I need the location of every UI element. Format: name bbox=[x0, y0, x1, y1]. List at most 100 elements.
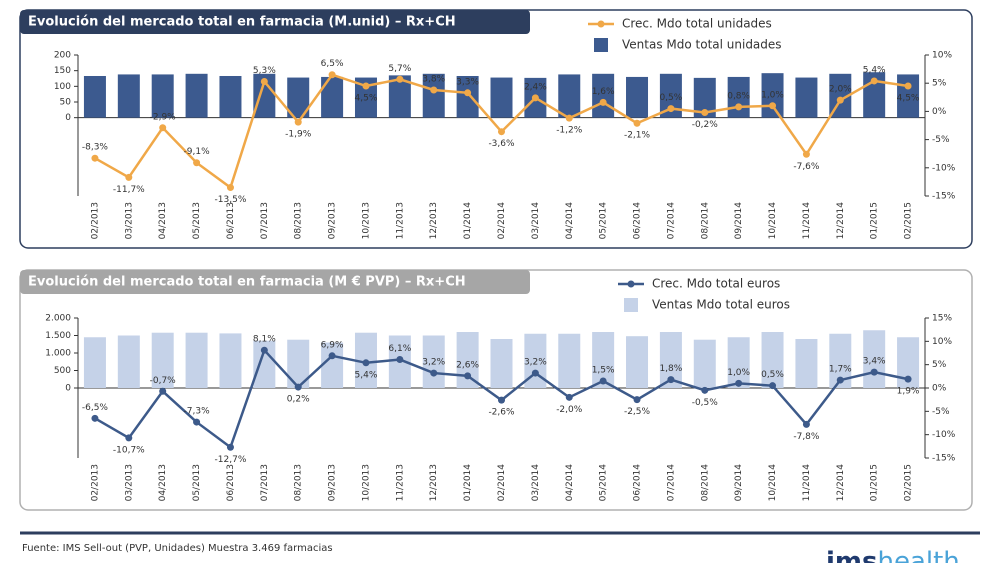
marker bbox=[226, 443, 234, 451]
legend-label: Crec. Mdo total euros bbox=[652, 277, 780, 291]
chart-title: Evolución del mercado total en farmacia … bbox=[28, 15, 456, 30]
marker bbox=[870, 77, 878, 85]
legend-label: Ventas Mdo total euros bbox=[652, 298, 790, 312]
data-label: -0,7% bbox=[150, 376, 177, 386]
bar bbox=[422, 73, 445, 118]
data-label: -9,1% bbox=[184, 147, 211, 157]
y2-tick-label: -5% bbox=[932, 407, 950, 417]
bar bbox=[693, 339, 716, 388]
bar bbox=[354, 77, 377, 118]
data-label: 3,8% bbox=[422, 74, 445, 84]
data-label: 1,9% bbox=[897, 387, 920, 397]
x-tick-label: 02/2013 bbox=[90, 202, 100, 239]
bar bbox=[422, 335, 445, 388]
marker bbox=[464, 372, 472, 380]
x-tick-label: 08/2014 bbox=[700, 202, 710, 240]
data-label: 5,4% bbox=[355, 370, 378, 380]
x-tick-label: 04/2013 bbox=[158, 464, 168, 501]
data-label: 6,9% bbox=[321, 340, 344, 350]
y2-tick-label: 10% bbox=[932, 337, 952, 347]
data-label: -13,5% bbox=[215, 195, 247, 205]
marker bbox=[599, 98, 607, 106]
data-label: 0,8% bbox=[727, 91, 750, 101]
data-label: 1,7% bbox=[829, 365, 852, 375]
bar bbox=[253, 340, 276, 388]
data-label: 3,3% bbox=[456, 77, 479, 87]
data-label: -2,5% bbox=[624, 407, 651, 417]
bar bbox=[456, 332, 479, 388]
marker bbox=[769, 102, 777, 110]
data-label: -11,7% bbox=[113, 185, 145, 195]
x-tick-label: 06/2014 bbox=[633, 202, 643, 240]
x-tick-label: 11/2013 bbox=[395, 202, 405, 239]
legend-swatch bbox=[594, 38, 608, 52]
marker bbox=[836, 96, 844, 104]
data-label: -1,9% bbox=[285, 130, 312, 140]
bar bbox=[117, 335, 140, 388]
data-label: 5,3% bbox=[253, 66, 276, 76]
x-tick-label: 06/2013 bbox=[226, 464, 236, 501]
x-tick-label: 02/2013 bbox=[90, 464, 100, 501]
marker bbox=[362, 359, 370, 367]
marker bbox=[328, 71, 336, 79]
y2-tick-label: -10% bbox=[932, 430, 956, 440]
bar bbox=[321, 76, 344, 118]
x-tick-label: 04/2014 bbox=[565, 202, 575, 240]
marker bbox=[362, 82, 370, 90]
marker bbox=[904, 375, 912, 383]
marker bbox=[904, 82, 912, 90]
data-label: 0,2% bbox=[287, 395, 310, 405]
marker bbox=[498, 396, 505, 404]
x-tick-label: 11/2014 bbox=[802, 464, 812, 502]
data-label: -10,7% bbox=[113, 445, 145, 455]
marker bbox=[260, 346, 268, 354]
x-tick-label: 01/2014 bbox=[463, 202, 473, 240]
y-tick-label: 50 bbox=[60, 98, 72, 108]
x-tick-label: 09/2014 bbox=[734, 202, 744, 240]
marker bbox=[430, 86, 438, 94]
bar bbox=[287, 77, 310, 118]
y2-tick-label: -10% bbox=[932, 163, 956, 173]
data-label: -1,2% bbox=[556, 126, 583, 136]
data-label: 6,1% bbox=[388, 344, 411, 354]
data-label: 8,1% bbox=[253, 335, 276, 345]
bar bbox=[287, 339, 310, 388]
x-tick-label: 09/2014 bbox=[734, 464, 744, 502]
x-tick-label: 03/2013 bbox=[124, 202, 134, 239]
bar bbox=[321, 342, 344, 388]
marker bbox=[159, 387, 167, 395]
data-label: -6,5% bbox=[82, 403, 109, 413]
marker bbox=[396, 356, 404, 364]
x-tick-label: 07/2013 bbox=[260, 464, 270, 501]
x-tick-label: 02/2014 bbox=[497, 464, 507, 502]
bar bbox=[693, 77, 716, 118]
logo-light: health bbox=[877, 547, 959, 563]
legend-marker bbox=[597, 20, 605, 28]
bar bbox=[83, 337, 106, 388]
marker bbox=[667, 105, 675, 113]
y-tick-label: 1.500 bbox=[45, 331, 71, 341]
data-label: -2,9% bbox=[150, 112, 177, 122]
y2-tick-label: 10% bbox=[932, 51, 952, 61]
marker bbox=[802, 420, 810, 428]
y-tick-label: 150 bbox=[54, 66, 71, 76]
bar bbox=[151, 332, 174, 388]
x-tick-label: 07/2014 bbox=[666, 202, 676, 240]
marker bbox=[125, 173, 133, 181]
bar bbox=[659, 73, 682, 118]
marker bbox=[125, 434, 133, 442]
bar bbox=[727, 337, 750, 388]
y2-tick-label: -15% bbox=[932, 192, 956, 202]
data-label: 4,5% bbox=[897, 94, 920, 104]
y2-tick-label: -5% bbox=[932, 135, 950, 145]
x-tick-label: 10/2014 bbox=[768, 464, 778, 502]
bar bbox=[626, 76, 649, 118]
x-tick-label: 03/2014 bbox=[531, 464, 541, 502]
data-label: 2,0% bbox=[829, 85, 852, 95]
bar bbox=[592, 332, 615, 388]
marker bbox=[802, 150, 810, 158]
marker bbox=[328, 352, 336, 360]
x-tick-label: 01/2015 bbox=[870, 202, 880, 239]
data-label: -2,6% bbox=[488, 408, 515, 418]
data-label: 6,5% bbox=[321, 59, 344, 69]
